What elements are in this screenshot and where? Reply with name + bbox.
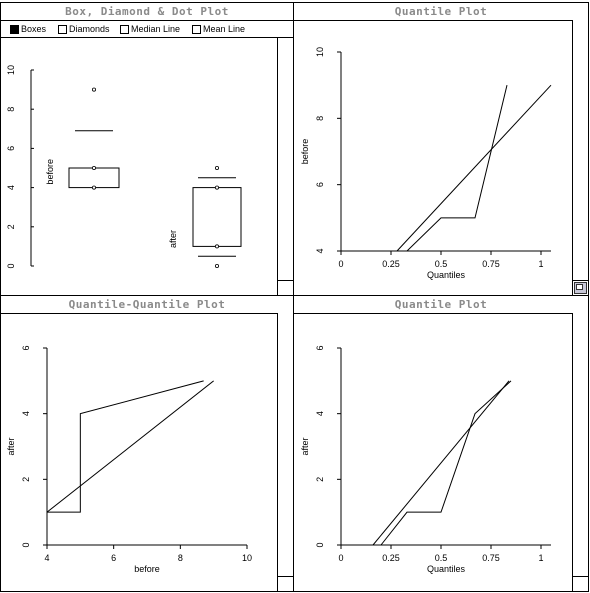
quantile-after-title: Quantile Plot (294, 296, 588, 314)
checkbox-icon (10, 25, 19, 34)
y-tick-label: 4 (6, 185, 16, 190)
data-point-after (214, 185, 219, 190)
series-line-1 (380, 380, 512, 546)
x-tick-label: 0.5 (435, 553, 448, 563)
x-tick-label: 1 (538, 259, 543, 269)
x-tick-label: 0.25 (382, 553, 400, 563)
scroll-corner (277, 576, 293, 591)
data-point-before (92, 185, 97, 190)
x-tick-label: 0 (338, 553, 343, 563)
x-axis-label: Quantiles (427, 564, 466, 574)
y-axis-label: after (300, 437, 310, 455)
resize-icon[interactable] (574, 282, 587, 294)
legend-item-mean-line[interactable]: Mean Line (192, 24, 245, 35)
x-tick-label: 6 (111, 553, 116, 563)
y-tick-label: 0 (6, 263, 16, 268)
box-before (68, 167, 120, 189)
y-tick-label: 8 (6, 107, 16, 112)
legend-item-diamonds[interactable]: Diamonds (58, 24, 110, 35)
x-tick-label: 0.5 (435, 259, 448, 269)
box-plot-legend: Boxes Diamonds Median Line Mean Line (1, 21, 293, 38)
y-tick-label: 6 (21, 345, 31, 350)
quantile-after-pane: Quantile Plot 0 0.25 0.5 0.75 1 0 2 4 6 Quantiles… (293, 295, 589, 592)
box-plot-title: Box, Diamond & Dot Plot (1, 3, 293, 21)
quantile-before-chart: 0 0.25 0.5 0.75 1 4 6 8 10 Quantiles before (300, 47, 552, 280)
y-tick-label: 10 (6, 65, 16, 75)
qq-plot-chart: 4 6 8 10 0 2 4 6 before after (6, 345, 252, 574)
scroll-corner (572, 576, 588, 591)
x-tick-label: 0.75 (482, 259, 500, 269)
quantile-after-chart: 0 0.25 0.5 0.75 1 0 2 4 6 Quantiles after (300, 345, 551, 574)
y-axis-label: before (300, 139, 310, 165)
x-axis-label: before (134, 564, 160, 574)
vertical-scrollbar[interactable] (277, 313, 293, 577)
legend-item-boxes[interactable]: Boxes (10, 24, 46, 35)
y-tick-label: 4 (315, 411, 325, 416)
legend-label: Boxes (21, 24, 47, 34)
x-tick-label: 8 (178, 553, 183, 563)
quantile-before-pane: Quantile Plot 0 0.25 0.5 0.75 1 4 6 8 10 Quantile… (293, 2, 589, 296)
legend-item-median-line[interactable]: Median Line (120, 24, 180, 35)
data-point-before (92, 165, 97, 170)
checkbox-icon (120, 25, 129, 34)
y-axis-label: after (6, 437, 16, 455)
legend-label: Median Line (131, 24, 181, 34)
legend-label: Mean Line (203, 24, 246, 34)
checkbox-icon (192, 25, 201, 34)
x-tick-label: 4 (44, 553, 49, 563)
vertical-scrollbar[interactable] (572, 313, 588, 577)
box-plot-pane: Box, Diamond & Dot Plot Boxes Diamonds M… (0, 2, 294, 296)
x-tick-label: 10 (242, 553, 252, 563)
y-tick-label: 4 (315, 248, 325, 253)
qq-plot-pane: Quantile-Quantile Plot 4 6 8 10 0 2 4 6 before af… (0, 295, 294, 592)
series-line-1 (46, 380, 204, 545)
vertical-scrollbar[interactable] (277, 38, 293, 281)
y-tick-label: 8 (315, 116, 325, 121)
data-point-before (92, 87, 97, 92)
x-axis-label: Quantiles (427, 270, 466, 280)
data-point-after (214, 165, 219, 170)
x-tick-label: 0.25 (382, 259, 400, 269)
y-tick-label: 0 (21, 542, 31, 547)
box-after (192, 187, 242, 247)
y-tick-label: 0 (315, 542, 325, 547)
y-tick-label: 6 (315, 345, 325, 350)
checkbox-icon (58, 25, 67, 34)
y-tick-label: 4 (21, 411, 31, 416)
scroll-corner (277, 280, 293, 295)
y-tick-label: 10 (315, 47, 325, 57)
quantile-before-title: Quantile Plot (294, 3, 588, 21)
series-line-1 (375, 85, 508, 252)
series-line-2 (372, 380, 510, 546)
x-tick-label: 0 (338, 259, 343, 269)
qq-plot-title: Quantile-Quantile Plot (1, 296, 293, 314)
x-tick-label: 0.75 (482, 553, 500, 563)
y-tick-label: 2 (6, 224, 16, 229)
data-point-after (214, 263, 219, 268)
y-tick-label: 2 (315, 477, 325, 482)
series-line-2 (46, 380, 214, 513)
resize-corner[interactable] (572, 280, 588, 295)
y-tick-label: 6 (315, 182, 325, 187)
group-label: after (168, 230, 178, 248)
legend-label: Diamonds (69, 24, 110, 34)
group-label: before (45, 159, 55, 185)
data-point-after (214, 244, 219, 249)
x-tick-label: 1 (538, 553, 543, 563)
box-plot-chart: 0 2 4 6 8 10 before after (6, 65, 242, 269)
series-line-2 (396, 84, 552, 252)
y-tick-label: 2 (21, 477, 31, 482)
vertical-scrollbar[interactable] (572, 20, 588, 281)
y-tick-label: 6 (6, 146, 16, 151)
